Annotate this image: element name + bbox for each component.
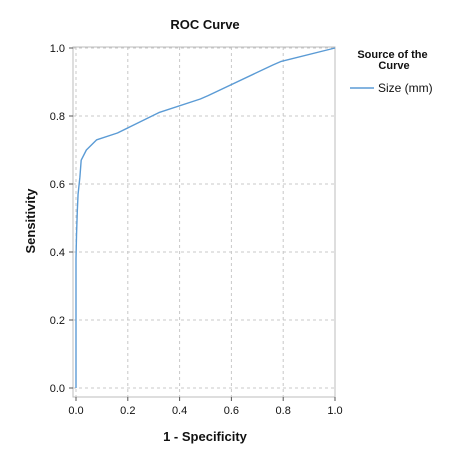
legend-entry: Size (mm) (378, 81, 433, 95)
chart-title: ROC Curve (170, 17, 239, 32)
x-tick-label: 0.8 (276, 405, 291, 417)
legend: Source of the Curve Size (mm) (350, 49, 433, 95)
x-tick-label: 1.0 (327, 405, 342, 417)
y-tick-label: 0.8 (50, 111, 65, 123)
axis-ticks: 0.0 0.2 0.4 0.6 0.8 1.0 0.0 0.2 0.4 0.6 0.8 1.0 (50, 43, 343, 417)
y-axis-label: Sensitivity (23, 188, 38, 254)
legend-title-line-1: Source of the (357, 49, 427, 61)
roc-curve-line (75, 47, 336, 388)
y-tick-label: 0.2 (50, 315, 65, 327)
plot-frame (72, 46, 336, 398)
series-group (75, 47, 336, 388)
legend-title: Source of the Curve (357, 49, 430, 72)
y-tick-label: 0.0 (50, 383, 65, 395)
x-axis-label: 1 - Specificity (163, 429, 248, 444)
x-tick-label: 0.0 (68, 405, 83, 417)
x-tick-label: 0.4 (172, 405, 187, 417)
grid (73, 47, 336, 397)
y-tick-label: 0.6 (50, 179, 65, 191)
x-tick-label: 0.6 (224, 405, 239, 417)
legend-title-line-2: Curve (378, 60, 409, 72)
y-tick-label: 1.0 (50, 43, 65, 55)
x-tick-label: 0.2 (120, 405, 135, 417)
y-tick-label: 0.4 (50, 247, 65, 259)
